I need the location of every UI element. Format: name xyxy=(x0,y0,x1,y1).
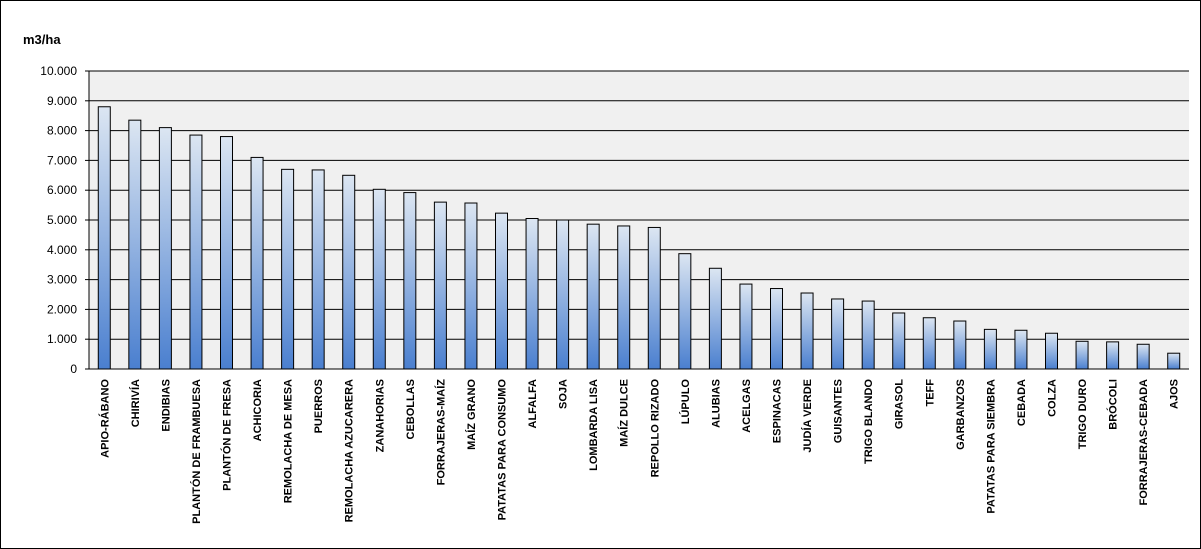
x-tick-label: AJOS xyxy=(1169,379,1181,409)
x-tick-label: CHIRIVÍA xyxy=(129,379,142,427)
bar xyxy=(983,328,997,370)
x-axis-ticks: APIO-RÁBANO CHIRIVÍA ENDIBIAS PLANTÓN DE FR… xyxy=(98,379,1180,524)
x-tick-label: FORRAJERAS-MAÍZ xyxy=(434,379,447,486)
bar xyxy=(739,283,753,370)
bar xyxy=(1106,341,1120,370)
x-tick-label: TRIGO DURO xyxy=(1077,379,1089,450)
x-tick-label: LOMBARDA LISA xyxy=(588,379,600,471)
y-tick-label: 8.000 xyxy=(47,124,77,138)
bar xyxy=(189,134,203,370)
x-tick-label: SOJA xyxy=(558,379,570,409)
y-tick-label: 3.000 xyxy=(47,273,77,287)
x-tick-label: ALUBIAS xyxy=(710,379,722,428)
bar xyxy=(372,188,386,370)
gridlines xyxy=(89,70,1189,340)
bar xyxy=(708,267,722,370)
y-tick-label: 9.000 xyxy=(47,94,77,108)
x-tick-label: REMOLACHA AZUCARERA xyxy=(344,379,356,522)
bar xyxy=(1167,352,1181,370)
bar xyxy=(770,288,783,370)
bar xyxy=(647,226,661,370)
x-tick-label: ACHICORIA xyxy=(252,379,264,441)
bar xyxy=(433,201,447,370)
y-tick-label: 4.000 xyxy=(47,243,77,257)
x-tick-label: ZANAHORIAS xyxy=(374,379,386,452)
x-tick-label: ACELGAS xyxy=(741,379,753,433)
bar xyxy=(1045,332,1058,370)
x-tick-label: REPOLLO RIZADO xyxy=(649,379,661,478)
bar xyxy=(281,168,295,370)
bar xyxy=(220,136,233,370)
y-tick-label: 2.000 xyxy=(47,302,77,316)
bar xyxy=(158,127,172,370)
bar xyxy=(128,119,142,370)
x-tick-label: PUERROS xyxy=(313,379,325,433)
bar xyxy=(464,202,478,370)
x-tick-label: MAÍZ GRANO xyxy=(465,379,478,450)
bar xyxy=(311,169,325,370)
x-tick-label: ENDIBIAS xyxy=(160,379,172,432)
x-tick-label: PATATAS PARA CONSUMO xyxy=(497,379,509,521)
x-tick-label: LÚPULO xyxy=(679,379,692,425)
bar xyxy=(861,300,875,370)
y-tick-label: 10.000 xyxy=(40,64,77,78)
x-tick-label: CEBOLLAS xyxy=(405,379,417,440)
bar xyxy=(922,317,936,370)
bar xyxy=(586,223,600,370)
bar xyxy=(892,312,906,370)
x-tick-label: ALFALFA xyxy=(527,379,539,429)
bars xyxy=(97,106,1181,370)
x-tick-label: CEBADA xyxy=(1016,379,1028,426)
x-tick-label: BRÓCOLI xyxy=(1107,379,1120,430)
bar xyxy=(556,219,570,370)
bar xyxy=(800,292,814,370)
y-tick-label: 7.000 xyxy=(47,153,77,167)
x-tick-label: GUISANTES xyxy=(833,379,845,443)
bar xyxy=(831,298,845,370)
bar xyxy=(403,192,417,370)
x-tick-label: PATATAS PARA SIEMBRA xyxy=(985,379,997,514)
y-tick-label: 1.000 xyxy=(47,332,77,346)
bar xyxy=(617,225,631,370)
bar xyxy=(1136,343,1150,370)
x-tick-label: REMOLACHA DE MESA xyxy=(283,379,295,503)
y-tick-label: 6.000 xyxy=(47,183,77,197)
x-tick-label: MAÍZ DULCE xyxy=(618,379,631,447)
bar xyxy=(495,212,508,370)
bar xyxy=(250,156,264,370)
bar xyxy=(678,253,692,370)
bar xyxy=(953,320,967,370)
x-tick-label: FORRAJERAS-CEBADA xyxy=(1138,379,1150,506)
bar xyxy=(342,174,356,370)
bar xyxy=(1014,329,1028,370)
x-tick-label: GIRASOL xyxy=(894,379,906,429)
x-tick-label: COLZA xyxy=(1047,379,1059,417)
x-tick-label: APIO-RÁBANO xyxy=(98,379,111,458)
bar xyxy=(97,106,111,370)
x-tick-label: GARBANZOS xyxy=(955,379,967,450)
x-tick-label: ESPINACAS xyxy=(772,379,784,443)
bar xyxy=(525,218,539,370)
y-axis-label: m3/ha xyxy=(23,32,61,47)
y-axis-ticks: 0 1.000 2.000 3.000 4.000 5.000 6.000 7.000 8.00… xyxy=(40,64,89,376)
x-tick-label: PLANTÓN DE FRESA xyxy=(221,379,234,491)
x-tick-label: TEFF xyxy=(924,379,936,407)
y-tick-label: 0 xyxy=(70,362,77,376)
x-tick-label: TRIGO BLANDO xyxy=(863,379,875,464)
bar xyxy=(1075,340,1089,370)
x-tick-label: JUDÍA VERDE xyxy=(801,379,814,453)
y-tick-label: 5.000 xyxy=(47,213,77,227)
x-tick-label: PLANTÓN DE FRAMBUESA xyxy=(190,379,203,524)
